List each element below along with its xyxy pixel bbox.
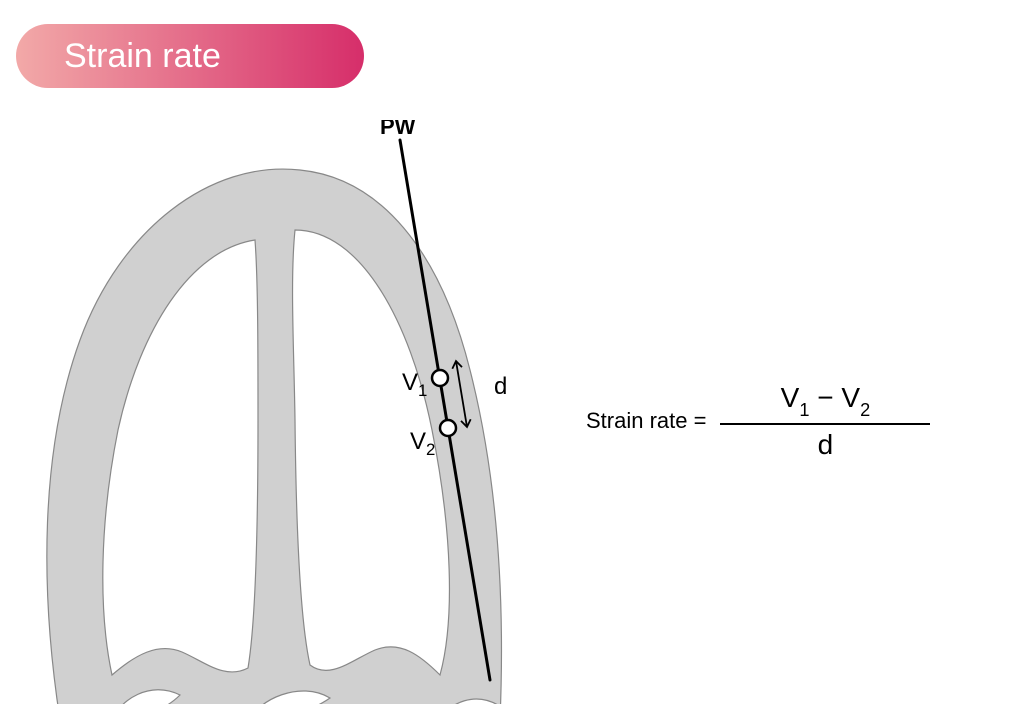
v1-marker — [432, 370, 448, 386]
d-label: d — [494, 373, 507, 400]
v2-marker — [440, 420, 456, 436]
formula-numerator: V1 − V2 — [767, 378, 885, 423]
num-v1-sub: 1 — [799, 400, 809, 420]
title-text: Strain rate — [64, 37, 221, 76]
formula-fraction: V1 − V2 d — [720, 378, 930, 465]
num-v1: V — [781, 382, 800, 413]
num-v2-sub: 2 — [860, 400, 870, 420]
canvas: Strain rate PW V1 — [0, 0, 1024, 704]
strain-rate-formula: Strain rate = V1 − V2 d — [586, 378, 930, 465]
title-pill: Strain rate — [16, 24, 364, 88]
heart-diagram: PW V1 V2 d — [0, 120, 560, 704]
pw-label: PW — [380, 120, 416, 139]
num-minus: − — [809, 382, 841, 413]
formula-lhs: Strain rate = — [586, 408, 706, 434]
formula-denominator: d — [804, 425, 848, 465]
num-v2: V — [841, 382, 860, 413]
